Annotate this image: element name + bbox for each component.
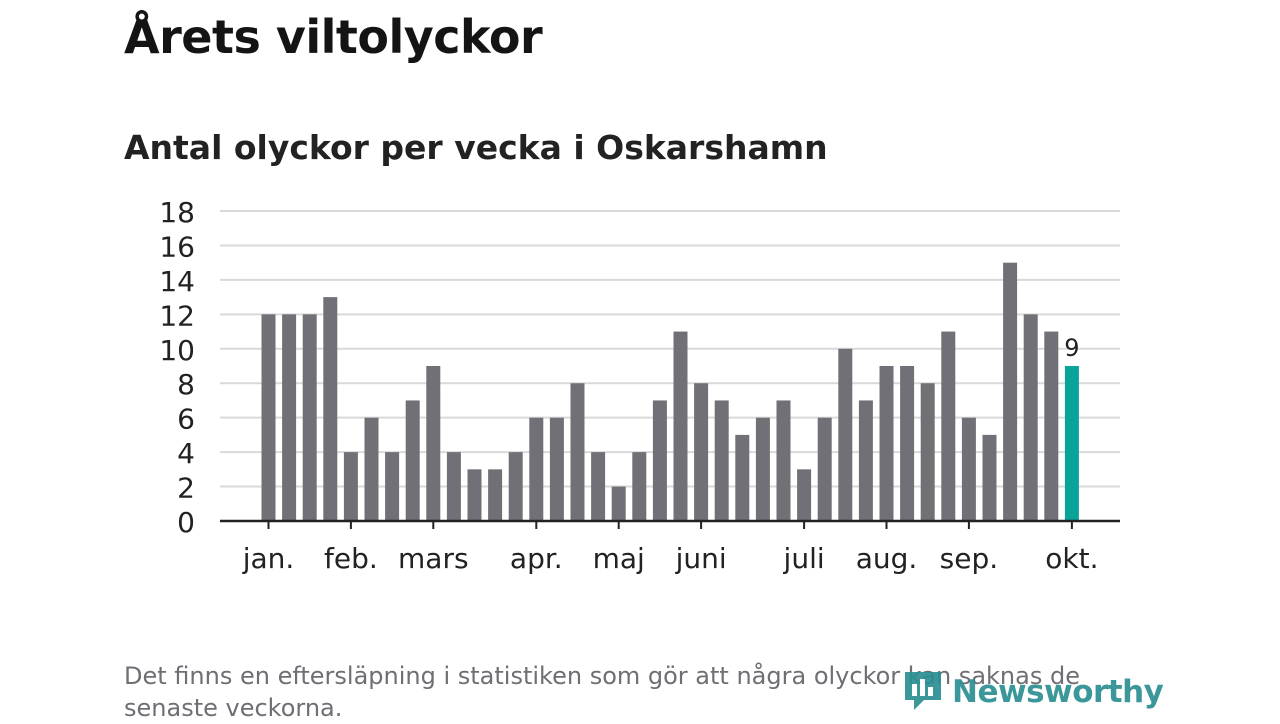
bar bbox=[673, 331, 688, 521]
bar bbox=[982, 434, 997, 521]
bar bbox=[838, 348, 853, 521]
bar bbox=[282, 314, 297, 521]
x-tick-label: sep. bbox=[940, 542, 999, 575]
x-tick-label: okt. bbox=[1045, 542, 1098, 575]
bar bbox=[694, 383, 709, 521]
bar bbox=[570, 383, 585, 521]
bar bbox=[529, 417, 544, 521]
y-tick-label: 4 bbox=[177, 437, 195, 470]
bar bbox=[508, 452, 523, 521]
newsworthy-logo-icon bbox=[902, 668, 944, 716]
bar bbox=[488, 469, 503, 521]
bar bbox=[961, 417, 976, 521]
bar bbox=[776, 400, 791, 521]
y-tick-label: 12 bbox=[159, 299, 195, 332]
y-tick-label: 6 bbox=[177, 403, 195, 436]
bar bbox=[755, 417, 770, 521]
bar bbox=[323, 297, 338, 521]
brand-name: Newsworthy bbox=[952, 674, 1164, 710]
bar bbox=[467, 469, 482, 521]
bar bbox=[549, 417, 564, 521]
x-tick-label: aug. bbox=[856, 542, 918, 575]
y-tick-label: 0 bbox=[177, 506, 195, 539]
brand-logo: Newsworthy bbox=[902, 668, 1164, 716]
bar bbox=[1003, 262, 1018, 521]
bar bbox=[735, 434, 750, 521]
bar bbox=[858, 400, 873, 521]
bar bbox=[261, 314, 276, 521]
bar bbox=[446, 452, 461, 521]
chart-title: Årets viltolyckor bbox=[124, 10, 543, 64]
bar bbox=[343, 452, 358, 521]
chart-subtitle: Antal olyckor per vecka i Oskarshamn bbox=[124, 128, 828, 167]
bar bbox=[941, 331, 956, 521]
data-label: 9 bbox=[1064, 334, 1079, 362]
x-tick-label: feb. bbox=[324, 542, 378, 575]
bar bbox=[364, 417, 379, 521]
bar bbox=[611, 486, 626, 521]
bar bbox=[714, 400, 729, 521]
y-tick-label: 18 bbox=[159, 196, 195, 229]
bar bbox=[1044, 331, 1059, 521]
x-tick-label: apr. bbox=[510, 542, 563, 575]
bar bbox=[385, 452, 400, 521]
bar bbox=[817, 417, 832, 521]
bar bbox=[920, 383, 935, 521]
x-tick-label: jan. bbox=[242, 542, 295, 575]
bar bbox=[879, 366, 894, 521]
bar bbox=[591, 452, 606, 521]
y-tick-label: 14 bbox=[159, 265, 195, 298]
y-tick-label: 2 bbox=[177, 472, 195, 505]
bar bbox=[426, 366, 441, 521]
x-tick-label: juli bbox=[783, 542, 825, 575]
y-tick-label: 8 bbox=[177, 368, 195, 401]
bar bbox=[632, 452, 647, 521]
x-tick-label: juni bbox=[675, 542, 727, 575]
y-tick-label: 16 bbox=[159, 230, 195, 263]
bar bbox=[652, 400, 667, 521]
y-tick-label: 10 bbox=[159, 334, 195, 367]
highlight-bar bbox=[1064, 366, 1079, 521]
bar bbox=[302, 314, 317, 521]
bar bbox=[797, 469, 812, 521]
x-tick-label: mars bbox=[398, 542, 469, 575]
x-tick-label: maj bbox=[593, 542, 645, 575]
bar bbox=[405, 400, 420, 521]
bar bbox=[1023, 314, 1038, 521]
bar bbox=[900, 366, 915, 521]
